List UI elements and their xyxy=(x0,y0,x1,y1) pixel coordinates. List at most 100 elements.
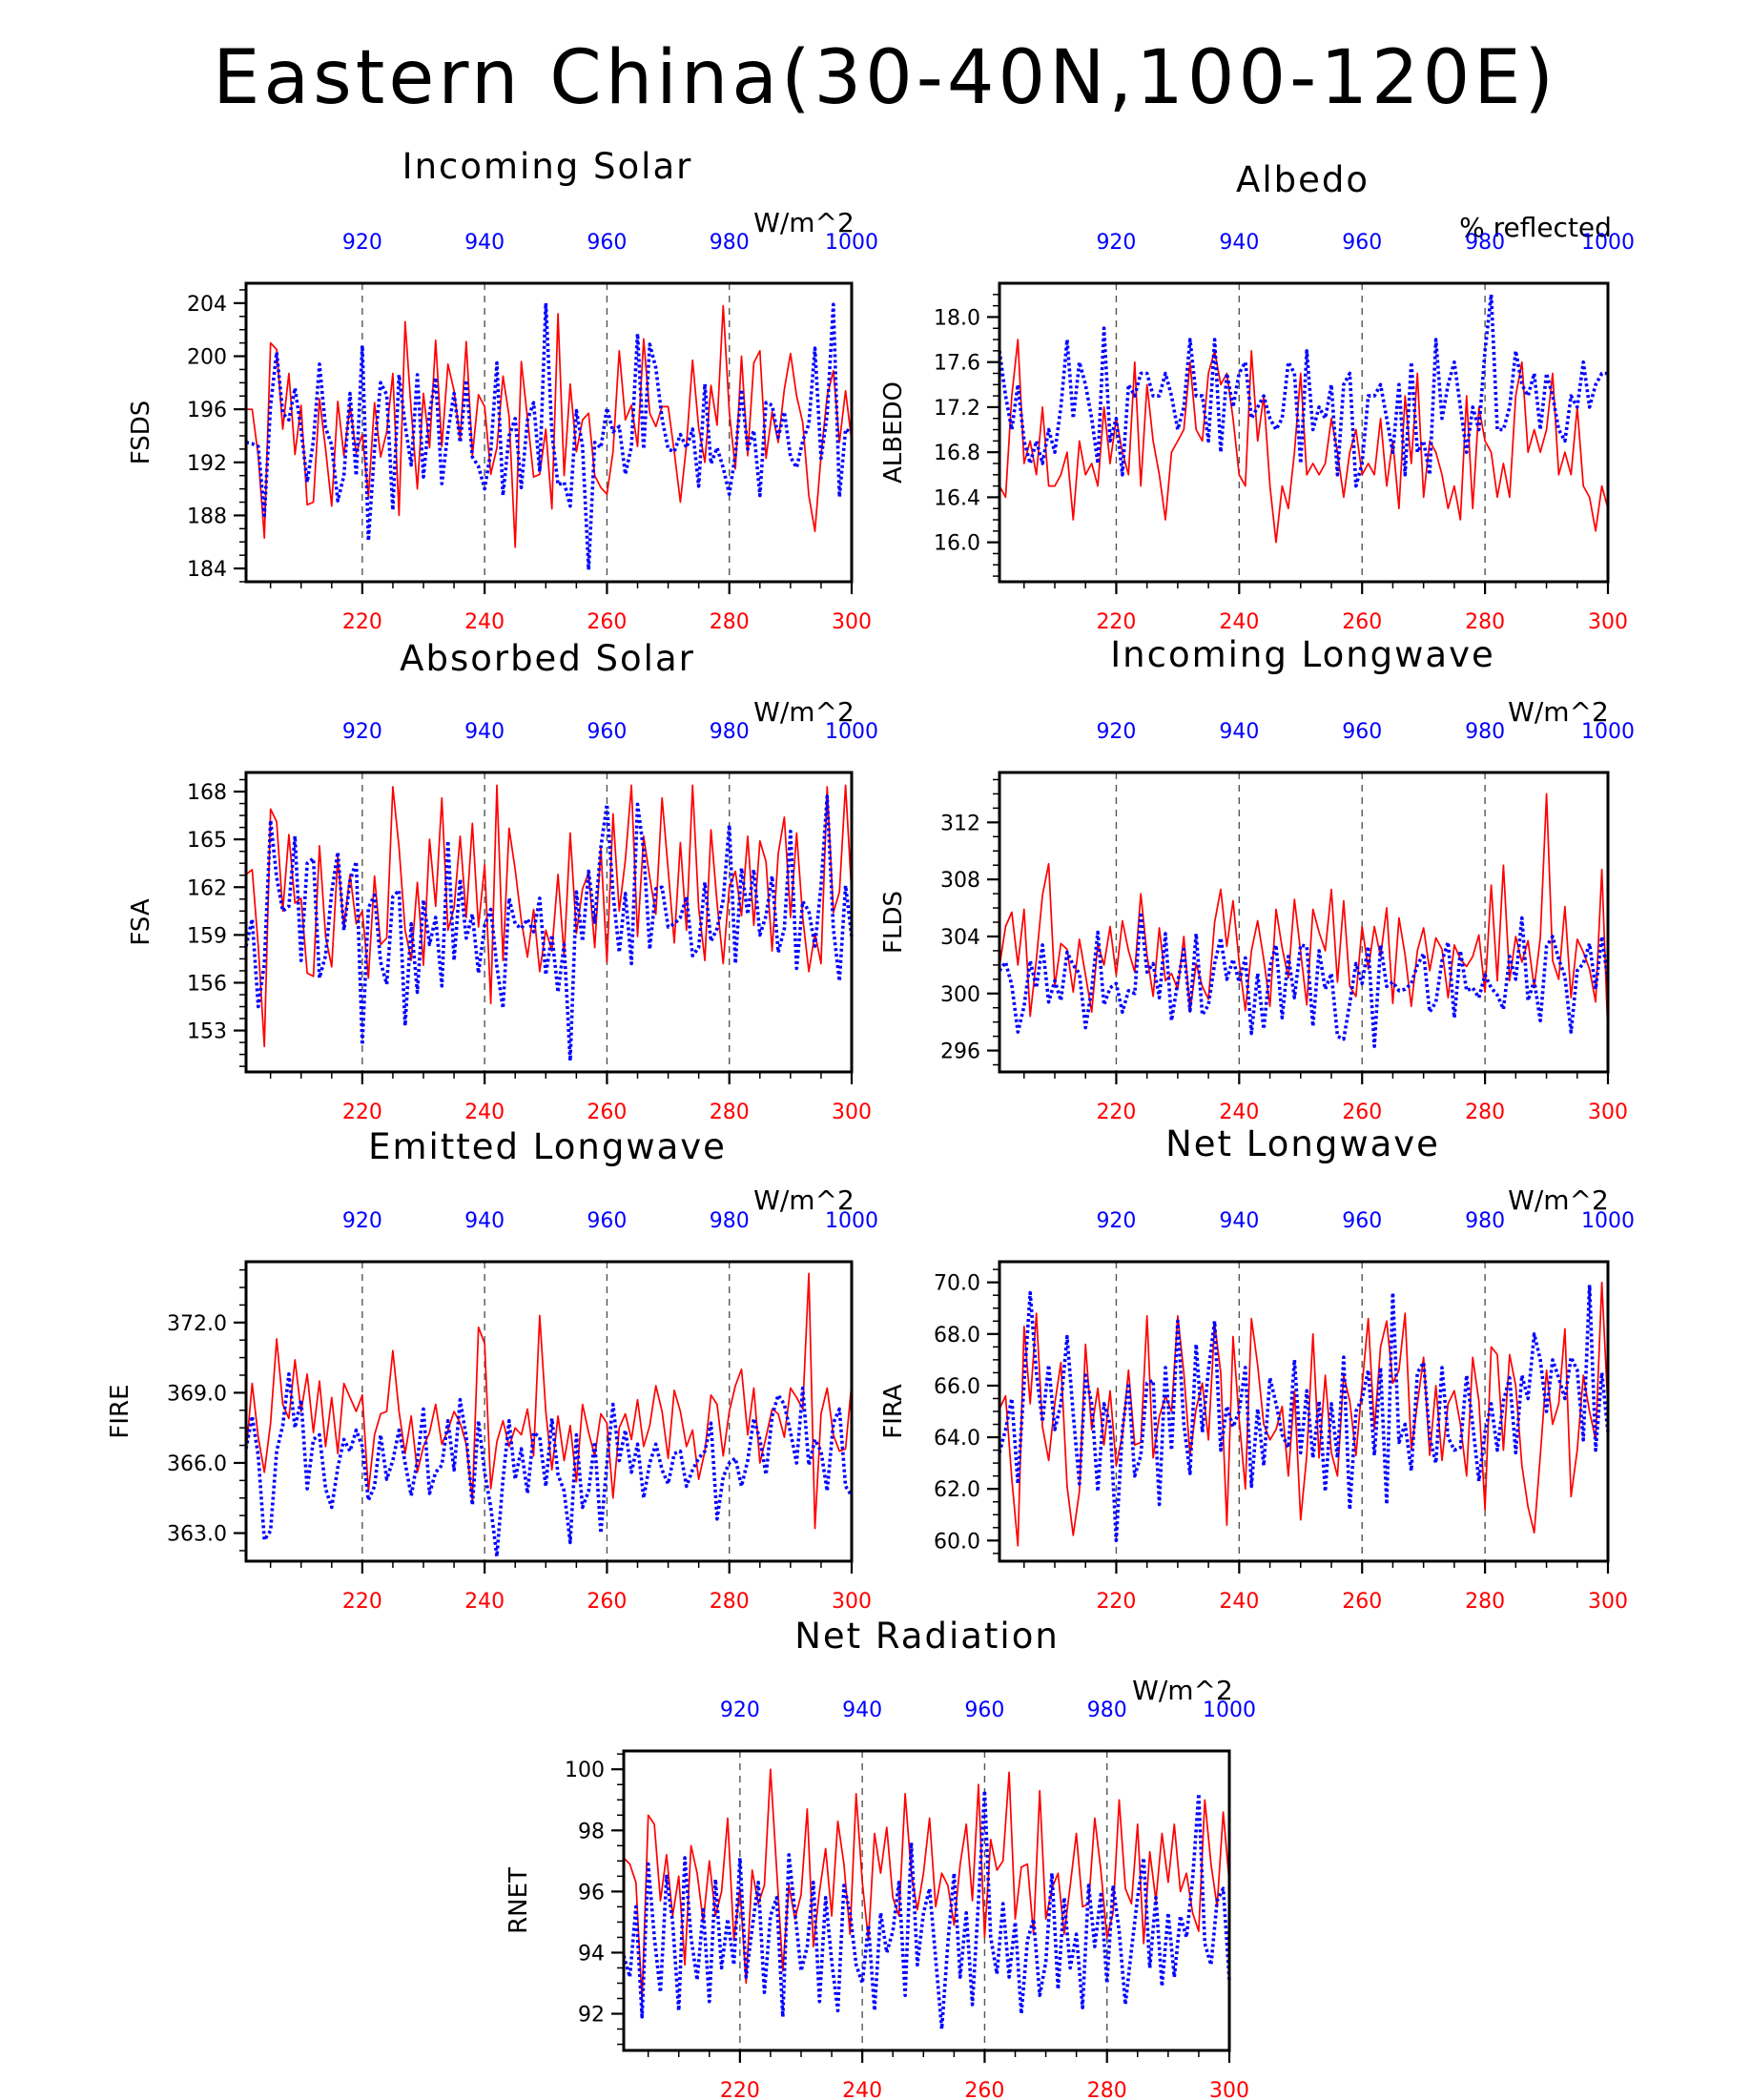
x-tick-label-bottom: 240 xyxy=(464,610,505,634)
x-tick-label-top: 1000 xyxy=(825,231,878,255)
x-tick-label-top: 960 xyxy=(1342,231,1382,255)
y-tick-label: 66.0 xyxy=(934,1375,980,1399)
x-tick-label-bottom: 260 xyxy=(1342,1590,1382,1614)
y-tick-label: 17.2 xyxy=(934,397,980,421)
panel-title: Incoming Solar xyxy=(402,146,693,187)
units-label: W/m^2 xyxy=(753,696,855,728)
x-tick-label-bottom: 240 xyxy=(1219,1590,1259,1614)
y-axis-label: FLDS xyxy=(879,891,908,954)
plot-frame xyxy=(244,281,854,584)
series-line-blue-dotted xyxy=(244,1372,854,1558)
series-line-red-solid xyxy=(246,304,853,548)
x-tick-label-top: 1000 xyxy=(1581,231,1635,255)
x-tick-label-bottom: 220 xyxy=(342,1590,382,1614)
y-tick-label: 96 xyxy=(578,1881,605,1904)
series-line-red-solid xyxy=(623,1768,1230,2003)
plot-frame xyxy=(998,281,1610,584)
y-axis-label: FSA xyxy=(127,898,155,945)
panel-2: Albedo % reflected ALBEDO 16.0 16.4 16.8 17.2 1… xyxy=(879,159,1635,634)
series-line-blue-dotted xyxy=(998,292,1608,488)
x-tick-label-top: 980 xyxy=(1465,720,1505,744)
panel-1: Incoming Solar W/m^2 FSDS 184 188 192 196 200 20… xyxy=(127,146,878,634)
panel-5: Emitted Longwave W/m^2 FIRE 363.0 366.0 369.0… xyxy=(106,1126,878,1614)
units-label: % reflected xyxy=(1459,212,1612,243)
panel-title: Net Longwave xyxy=(1165,1123,1440,1164)
y-tick-label: 70.0 xyxy=(934,1272,980,1296)
panel-title: Net Radiation xyxy=(794,1616,1060,1657)
units-label: W/m^2 xyxy=(1508,1184,1609,1216)
x-tick-label-top: 1000 xyxy=(825,1209,878,1233)
y-tick-label: 196 xyxy=(187,399,227,422)
x-tick-label-top: 940 xyxy=(1219,720,1259,744)
x-tick-label-bottom: 300 xyxy=(832,1101,872,1124)
x-tick-label-bottom: 260 xyxy=(587,610,627,634)
x-tick-label-bottom: 220 xyxy=(1096,1590,1136,1614)
units-label: W/m^2 xyxy=(1508,696,1609,728)
x-tick-label-bottom: 240 xyxy=(1219,610,1259,634)
y-tick-label: 156 xyxy=(187,972,227,996)
y-tick-label: 363.0 xyxy=(167,1523,227,1547)
x-tick-label-top: 960 xyxy=(587,720,627,744)
panel-title: Incoming Longwave xyxy=(1110,634,1495,675)
y-tick-label: 312 xyxy=(940,812,980,835)
y-tick-label: 372.0 xyxy=(167,1312,227,1336)
x-tick-label-bottom: 220 xyxy=(342,1101,382,1124)
x-tick-label-bottom: 260 xyxy=(587,1101,627,1124)
x-tick-label-bottom: 260 xyxy=(1342,610,1382,634)
x-tick-label-top: 980 xyxy=(710,1209,750,1233)
y-tick-label: 296 xyxy=(940,1040,980,1064)
y-tick-label: 165 xyxy=(187,829,227,853)
x-tick-label-bottom: 300 xyxy=(832,610,872,634)
y-tick-label: 188 xyxy=(187,504,227,528)
y-axis-label: ALBEDO xyxy=(879,381,908,484)
panels-container: Incoming Solar W/m^2 FSDS 184 188 192 196 200 20… xyxy=(106,146,1635,2100)
y-tick-label: 300 xyxy=(940,983,980,1007)
x-tick-label-bottom: 280 xyxy=(1465,1590,1505,1614)
y-tick-label: 159 xyxy=(187,924,227,948)
y-tick-label: 62.0 xyxy=(934,1478,980,1502)
x-tick-label-bottom: 300 xyxy=(832,1590,872,1614)
y-tick-label: 64.0 xyxy=(934,1427,980,1451)
series-line-blue-dotted xyxy=(622,1788,1231,2031)
y-tick-label: 92 xyxy=(578,2004,605,2028)
series-line-blue-dotted xyxy=(245,301,853,572)
y-tick-label: 94 xyxy=(578,1942,605,1966)
x-tick-label-top: 940 xyxy=(464,231,505,255)
x-tick-label-top: 920 xyxy=(1096,720,1136,744)
x-tick-label-top: 940 xyxy=(1219,231,1259,255)
x-tick-label-bottom: 220 xyxy=(1096,610,1136,634)
panel-title: Albedo xyxy=(1236,159,1370,200)
x-tick-label-bottom: 280 xyxy=(710,610,750,634)
x-tick-label-top: 940 xyxy=(464,720,505,744)
y-tick-label: 98 xyxy=(578,1820,605,1843)
y-tick-label: 184 xyxy=(187,558,227,582)
x-tick-label-top: 1000 xyxy=(825,720,878,744)
y-tick-label: 200 xyxy=(187,346,227,370)
x-tick-label-top: 1000 xyxy=(1203,1699,1256,1722)
y-tick-label: 17.6 xyxy=(934,352,980,376)
y-axis-label: FIRA xyxy=(879,1384,908,1439)
x-tick-label-bottom: 280 xyxy=(1465,610,1505,634)
x-tick-label-bottom: 240 xyxy=(464,1101,505,1124)
x-tick-label-top: 920 xyxy=(342,1209,382,1233)
plot-frame xyxy=(244,771,854,1074)
x-tick-label-top: 960 xyxy=(1342,1209,1382,1233)
series-line-red-solid xyxy=(245,1272,853,1530)
x-tick-label-top: 960 xyxy=(1342,720,1382,744)
panel-3: Absorbed Solar W/m^2 FSA 153 156 159 162 165 168… xyxy=(127,638,878,1124)
x-tick-label-top: 920 xyxy=(1096,231,1136,255)
x-tick-label-bottom: 300 xyxy=(1588,610,1628,634)
x-tick-label-top: 960 xyxy=(964,1699,1004,1722)
y-tick-label: 18.0 xyxy=(934,306,980,330)
x-tick-label-top: 940 xyxy=(1219,1209,1259,1233)
x-tick-label-bottom: 300 xyxy=(1588,1590,1628,1614)
x-tick-label-bottom: 260 xyxy=(587,1590,627,1614)
x-tick-label-bottom: 280 xyxy=(710,1101,750,1124)
x-tick-label-bottom: 280 xyxy=(1465,1101,1505,1124)
y-tick-label: 16.4 xyxy=(934,486,980,510)
series-line-blue-dotted xyxy=(998,910,1610,1048)
units-label: W/m^2 xyxy=(753,207,855,238)
x-tick-label-bottom: 260 xyxy=(964,2079,1004,2100)
x-tick-label-bottom: 280 xyxy=(710,1590,750,1614)
x-tick-label-bottom: 260 xyxy=(1342,1101,1382,1124)
